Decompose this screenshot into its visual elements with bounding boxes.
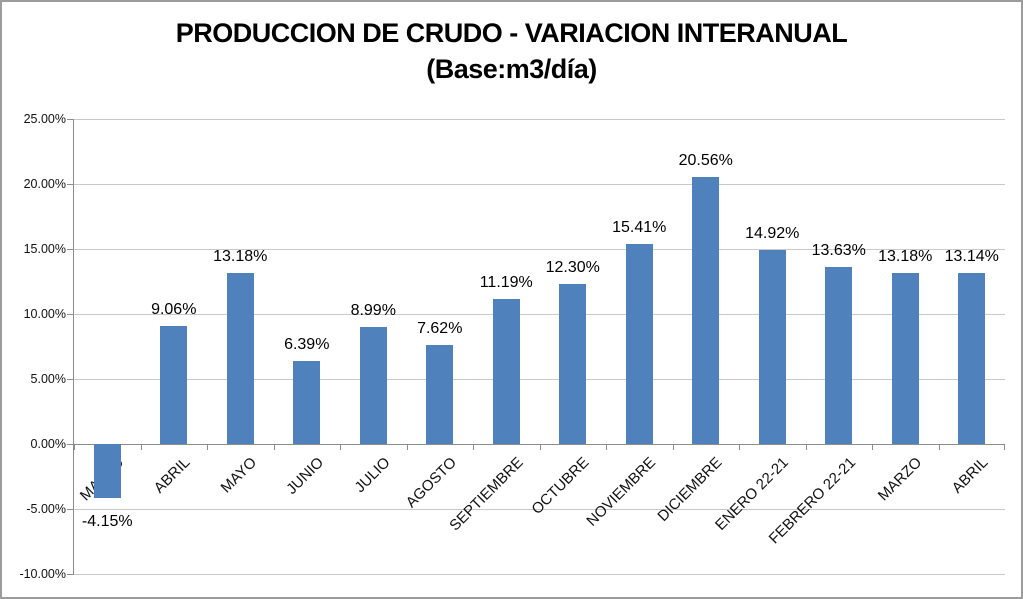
x-axis-tick [673,444,674,450]
bar [293,360,321,444]
x-axis-tick [939,444,940,450]
x-axis-tick [274,444,275,450]
y-axis-line [73,119,74,575]
bar [492,298,520,444]
bar-value-label: 11.19% [479,273,533,291]
x-axis-tick [473,444,474,450]
bar [226,272,254,444]
x-axis-tick [340,444,341,450]
y-axis-label: 5.00% [30,372,66,386]
bar-value-label: 20.56% [678,151,733,169]
y-axis-tick [67,444,73,445]
x-axis-label: DICIEMBRE [654,454,726,525]
bar [692,176,720,444]
bar-value-label: 13.63% [811,241,866,259]
x-axis-tick [806,444,807,450]
x-axis-tick [1004,444,1005,450]
y-axis-tick [67,574,73,575]
gridline [74,379,1005,380]
plot-area: 25.00% 20.00% 15.00% 10.00% 5.00% 0.00% -5.00%… [19,112,1005,581]
y-axis-tick [67,119,73,120]
x-axis-label: MARZO [874,454,926,505]
y-axis-label: -5.00% [26,502,66,516]
y-axis-label: 10.00% [23,307,66,321]
bar [625,243,653,444]
bar-value-label: 12.30% [545,259,600,277]
bar [891,272,919,444]
gridline [74,574,1005,575]
y-axis-tick [67,184,73,185]
chart-title-line2: (Base:m3/día) [426,54,597,84]
x-axis-tick [606,444,607,450]
bar-value-label: 13.18% [878,247,933,265]
y-axis-tick [67,249,73,250]
y-axis-tick [67,379,73,380]
y-axis-label: 15.00% [23,242,66,256]
bar-value-label: 9.06% [151,301,197,319]
gridline [74,509,1005,510]
x-axis-tick [74,444,75,450]
x-axis-label: JULIO [351,454,394,497]
x-axis-tick [540,444,541,450]
bar [359,327,387,444]
bar-value-label: 6.39% [284,335,330,353]
bar [160,326,188,444]
gridline [74,249,1005,250]
y-axis-label: 20.00% [23,177,66,191]
bar [559,284,587,444]
x-axis-tick [207,444,208,450]
bar-value-label: 7.62% [417,319,463,337]
bar-value-label: 14.92% [745,225,800,243]
bar-value-label: 8.99% [350,302,396,320]
x-axis-line [74,444,1005,445]
y-axis-label: 25.00% [23,112,66,126]
x-axis-label: ABRIL [949,454,992,497]
bar-value-label: -4.15% [81,512,133,530]
x-axis-label: ABRIL [151,454,194,497]
y-axis-label: -10.00% [19,567,66,581]
bar-value-label: 15.41% [612,218,667,236]
bar [825,266,853,444]
x-axis-label: NOVIEMBRE [583,454,660,530]
chart-title: PRODUCCION DE CRUDO - VARIACION INTERANU… [2,15,1021,87]
bar-value-label: 13.14% [944,248,999,266]
bar [93,444,121,498]
bar [426,344,454,444]
gridline [74,184,1005,185]
x-axis-tick [739,444,740,450]
x-axis-tick [872,444,873,450]
chart-title-line1: PRODUCCION DE CRUDO - VARIACION INTERANU… [175,18,848,48]
x-axis-label: MAYO [217,454,261,497]
y-axis-label: 0.00% [30,437,66,451]
y-axis-tick [67,314,73,315]
gridline [74,119,1005,120]
gridline [74,314,1005,315]
x-axis-tick [141,444,142,450]
x-axis-tick [407,444,408,450]
bar [958,273,986,444]
x-axis-label: JUNIO [282,454,327,498]
bar [758,250,786,444]
bar-value-label: 13.18% [213,247,268,265]
x-axis-label: AGOSTO [402,454,460,512]
y-axis-tick [67,509,73,510]
